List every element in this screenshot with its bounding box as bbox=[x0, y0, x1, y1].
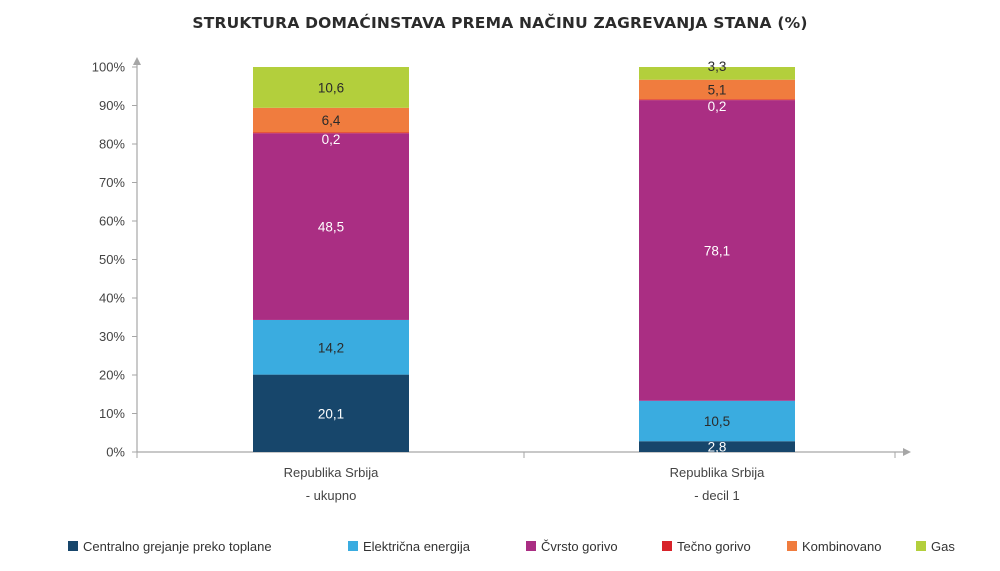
bar-segment bbox=[639, 79, 795, 100]
category-label: - decil 1 bbox=[694, 488, 740, 503]
y-tick-label: 100% bbox=[92, 60, 126, 75]
bar-segment bbox=[253, 67, 409, 108]
legend-label: Kombinovano bbox=[802, 538, 882, 554]
data-label: 78,1 bbox=[704, 243, 730, 258]
y-tick-label: 60% bbox=[99, 214, 125, 229]
data-label: 0,2 bbox=[322, 132, 341, 147]
data-label: 48,5 bbox=[318, 220, 344, 235]
bar-segment bbox=[253, 319, 409, 375]
legend-item: Električna energija bbox=[348, 539, 470, 554]
data-label: 5,1 bbox=[708, 83, 727, 98]
data-label: 0,2 bbox=[708, 99, 727, 114]
legend-swatch bbox=[787, 541, 797, 551]
legend-label: Gas bbox=[931, 538, 955, 554]
legend-label: Centralno grejanje preko toplane bbox=[83, 538, 272, 554]
legend-label: Električna energija bbox=[363, 538, 470, 554]
y-tick-label: 30% bbox=[99, 329, 125, 344]
data-label: 10,5 bbox=[704, 414, 730, 429]
legend-swatch bbox=[348, 541, 358, 551]
legend-item: Tečno gorivo bbox=[662, 539, 751, 554]
y-tick-label: 90% bbox=[99, 98, 125, 113]
y-tick-label: 10% bbox=[99, 406, 125, 421]
legend-swatch bbox=[916, 541, 926, 551]
y-tick-label: 80% bbox=[99, 137, 125, 152]
bar-segment bbox=[253, 132, 409, 134]
data-label: 3,3 bbox=[708, 59, 727, 74]
y-axis-arrow bbox=[133, 57, 141, 65]
legend-swatch bbox=[68, 541, 78, 551]
bar-segment bbox=[639, 100, 795, 401]
data-label: 6,4 bbox=[322, 113, 341, 128]
bar-segment bbox=[639, 99, 795, 101]
bar-segment bbox=[639, 67, 795, 80]
bar-segment bbox=[253, 133, 409, 320]
legend-label: Tečno gorivo bbox=[677, 538, 751, 554]
legend-label: Čvrsto gorivo bbox=[541, 538, 618, 554]
bar-segment bbox=[253, 107, 409, 133]
legend-swatch bbox=[662, 541, 672, 551]
y-tick-label: 50% bbox=[99, 252, 125, 267]
category-label: - ukupno bbox=[306, 488, 357, 503]
legend-swatch bbox=[526, 541, 536, 551]
y-tick-label: 40% bbox=[99, 291, 125, 306]
chart-title: STRUKTURA DOMAĆINSTAVA PREMA NAČINU ZAGR… bbox=[192, 14, 808, 32]
category-label: Republika Srbija bbox=[284, 465, 379, 480]
legend-item: Kombinovano bbox=[787, 539, 882, 554]
data-label: 14,2 bbox=[318, 340, 344, 355]
bar-segment bbox=[253, 374, 409, 452]
x-axis-arrow bbox=[903, 448, 911, 456]
y-tick-label: 20% bbox=[99, 368, 125, 383]
bar-segment bbox=[639, 400, 795, 442]
legend-item: Gas bbox=[916, 539, 955, 554]
data-label: 20,1 bbox=[318, 406, 344, 421]
data-label: 10,6 bbox=[318, 80, 344, 95]
data-label: 2,8 bbox=[708, 440, 727, 455]
legend-item: Čvrsto gorivo bbox=[526, 539, 618, 554]
y-tick-label: 70% bbox=[99, 175, 125, 190]
legend-item: Centralno grejanje preko toplane bbox=[68, 539, 272, 554]
bar-segment bbox=[639, 441, 795, 452]
category-label: Republika Srbija bbox=[670, 465, 765, 480]
y-tick-label: 0% bbox=[106, 445, 125, 460]
